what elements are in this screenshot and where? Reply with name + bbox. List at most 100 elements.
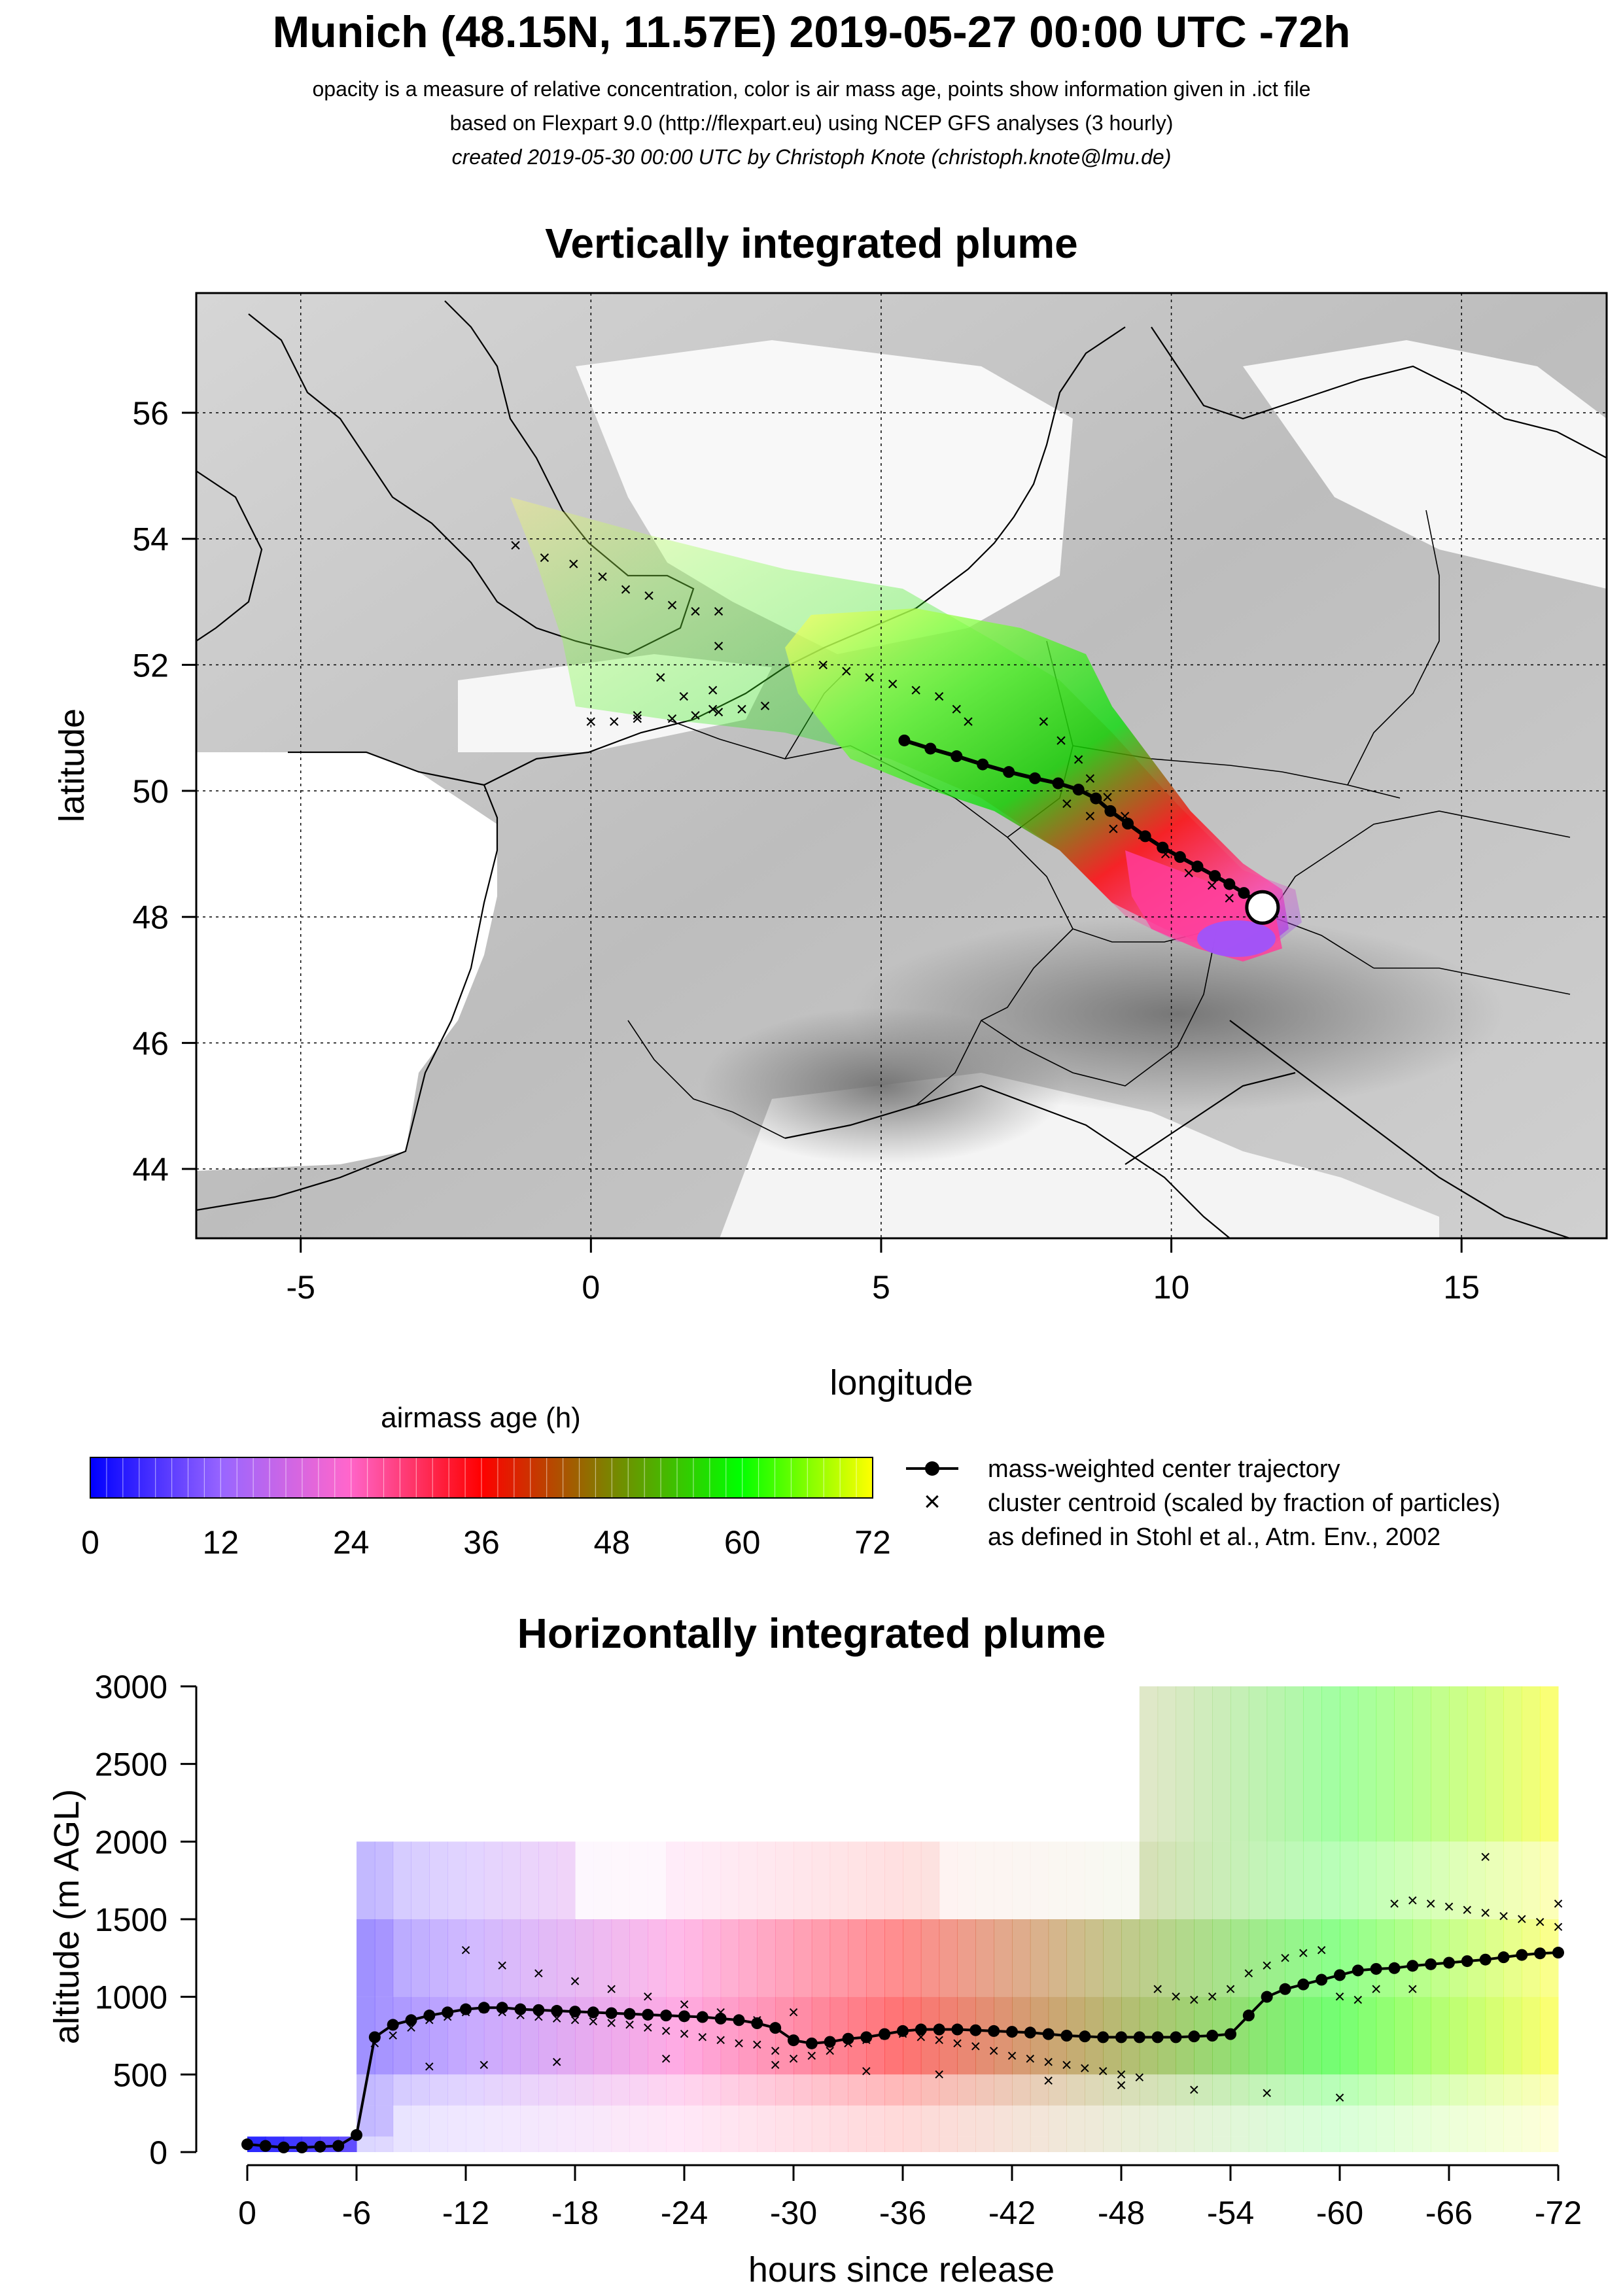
profile-age-cell bbox=[1212, 2074, 1231, 2106]
profile-age-cell bbox=[811, 2136, 831, 2152]
profile-cluster-centroid: × bbox=[1425, 1893, 1436, 1913]
profile-trajectory-point bbox=[1006, 2026, 1018, 2038]
map-xtick-label: 0 bbox=[582, 1269, 600, 1306]
profile-age-cell bbox=[1194, 1841, 1213, 1919]
profile-age-cell bbox=[1266, 2136, 1285, 2152]
profile-age-cell bbox=[1176, 1841, 1195, 1919]
profile-age-cell bbox=[829, 2121, 848, 2137]
profile-cluster-centroid: × bbox=[624, 2014, 635, 2034]
profile-age-cell bbox=[1449, 2121, 1468, 2137]
profile-age-cell bbox=[975, 1841, 994, 1919]
map-trajectory-point bbox=[1003, 766, 1015, 778]
profile-age-cell bbox=[429, 1919, 448, 1997]
profile-age-cell bbox=[1194, 1686, 1213, 1842]
profile-age-cell bbox=[1340, 2074, 1359, 2106]
map-cluster-centroid: × bbox=[568, 553, 580, 575]
profile-age-cell bbox=[1340, 2136, 1359, 2152]
profile-age-cell bbox=[393, 1919, 411, 1997]
profile-age-cell bbox=[393, 2074, 411, 2106]
map-trajectory-point bbox=[1209, 870, 1221, 882]
profile-age-cell bbox=[374, 1841, 394, 1919]
profile-age-cell bbox=[1412, 1996, 1431, 2075]
map-trajectory-point bbox=[1052, 777, 1064, 790]
profile-age-cell bbox=[957, 1996, 976, 2075]
map-trajectory-point bbox=[924, 742, 937, 755]
profile-age-cell bbox=[374, 2105, 394, 2121]
profile-age-cell bbox=[520, 2105, 539, 2121]
profile-trajectory-point bbox=[405, 2014, 417, 2026]
profile-age-cell bbox=[538, 2105, 557, 2121]
profile-cluster-centroid: × bbox=[642, 1987, 653, 2007]
map-cluster-centroid: × bbox=[1061, 793, 1073, 814]
profile-cluster-centroid: × bbox=[752, 2034, 762, 2055]
profile-age-cell bbox=[866, 1919, 885, 1997]
profile-age-cell bbox=[811, 2121, 831, 2137]
profile-age-cell bbox=[575, 2074, 594, 2106]
profile-cluster-centroid: × bbox=[1170, 1987, 1181, 2007]
profile-age-cell bbox=[829, 2136, 848, 2152]
profile-age-cell bbox=[829, 2074, 848, 2106]
profile-cluster-centroid: × bbox=[1498, 1905, 1509, 1926]
profile-age-cell bbox=[739, 2074, 758, 2106]
profile-age-cell bbox=[684, 2121, 703, 2137]
map-cluster-centroid: × bbox=[707, 680, 719, 701]
profile-age-cell bbox=[1503, 1996, 1522, 2075]
profile-cluster-centroid: × bbox=[861, 2061, 871, 2081]
profile-age-cell bbox=[794, 2105, 812, 2121]
profile-age-cell bbox=[884, 1841, 903, 1919]
profile-age-cell bbox=[447, 2136, 466, 2152]
profile-age-cell bbox=[1376, 1841, 1395, 1919]
profile-age-cell bbox=[1340, 2105, 1359, 2121]
profile-age-cell bbox=[520, 2074, 539, 2106]
profile-age-cell bbox=[866, 2105, 885, 2121]
profile-age-cell bbox=[1157, 1841, 1176, 1919]
profile-age-cell bbox=[884, 2121, 903, 2137]
profile-age-cell bbox=[629, 1841, 648, 1919]
profile-age-cell bbox=[1431, 2074, 1450, 2106]
profile-age-cell bbox=[393, 2121, 411, 2137]
profile-age-cell bbox=[1103, 1919, 1122, 1997]
map-ylabel: latitude bbox=[52, 708, 92, 822]
profile-trajectory-point bbox=[387, 2019, 399, 2031]
profile-age-cell bbox=[1303, 1996, 1322, 2075]
profile-age-cell bbox=[1285, 1841, 1304, 1919]
profile-age-cell bbox=[1485, 2136, 1504, 2152]
profile-age-cell bbox=[757, 2105, 776, 2121]
profile-trajectory-point bbox=[842, 2032, 854, 2045]
map-marks: ×× ××× × × × ××××××××× × × × × × ×× × × × × ××× ×××××××××… bbox=[510, 534, 1280, 925]
profile-age-cell bbox=[1303, 2074, 1322, 2106]
profile-cluster-centroid: × bbox=[988, 2041, 999, 2061]
profile-age-cell bbox=[720, 1996, 739, 2075]
profile-age-cell bbox=[374, 1919, 394, 1997]
map-cluster-centroid: × bbox=[585, 711, 597, 733]
profile-cluster-centroid: × bbox=[1407, 1979, 1418, 1999]
profile-age-cell bbox=[739, 1841, 758, 1919]
profile-age-cell bbox=[374, 2074, 394, 2106]
profile-age-cell bbox=[538, 2121, 557, 2137]
profile-age-cell bbox=[1066, 2105, 1085, 2121]
profile-age-cell bbox=[1212, 2105, 1231, 2121]
profile-age-cell bbox=[1357, 1686, 1377, 1842]
profile-trajectory-point bbox=[1225, 2028, 1236, 2040]
map-trajectory-point bbox=[977, 758, 989, 771]
profile-age-cell bbox=[520, 1841, 539, 1919]
profile-cluster-centroid: × bbox=[807, 2045, 817, 2066]
profile-age-cell bbox=[1485, 1841, 1504, 1919]
profile-cluster-centroid: × bbox=[1207, 1987, 1217, 2007]
profile-age-cell bbox=[557, 2136, 576, 2152]
map-cluster-centroid: × bbox=[1102, 787, 1113, 809]
profile-age-cell bbox=[720, 1919, 739, 1997]
profile-age-cell bbox=[466, 2074, 485, 2106]
profile-age-cell bbox=[1212, 2136, 1231, 2152]
profile-cluster-centroid: × bbox=[679, 2024, 689, 2044]
profile-ytick-label: 1500 bbox=[95, 1902, 167, 1938]
profile-age-cell bbox=[666, 2074, 685, 2106]
colorbar: 0 12 24 36 48 60 72 bbox=[81, 1457, 891, 1561]
profile-age-cell bbox=[1376, 2136, 1395, 2152]
profile-age-cell bbox=[1212, 1686, 1231, 1842]
profile-age-cell bbox=[1431, 2121, 1450, 2137]
profile-trajectory-point bbox=[1042, 2028, 1055, 2040]
profile-age-cell bbox=[1394, 1919, 1413, 1997]
profile-age-cell bbox=[1194, 1919, 1213, 1997]
map-cluster-centroid: × bbox=[887, 673, 899, 695]
